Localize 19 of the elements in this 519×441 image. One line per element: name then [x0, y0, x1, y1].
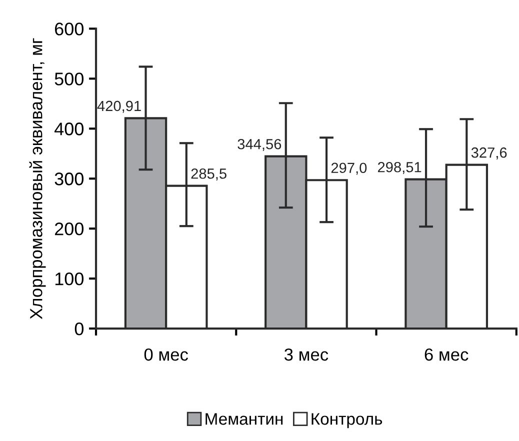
- x-tick-label: 3 мес: [284, 348, 328, 361]
- data-label: 298,51: [378, 162, 422, 174]
- data-label: 285,5: [191, 168, 226, 181]
- y-tick-label: 400: [54, 122, 84, 136]
- y-tick-label: 500: [54, 72, 84, 86]
- data-label: 420,91: [97, 100, 141, 113]
- y-tick-label: 0: [74, 322, 84, 336]
- y-tick-label: 200: [54, 222, 84, 236]
- data-label: 297,0: [331, 162, 367, 175]
- y-axis-title: Хлорпромазиновый эквивалент, мг: [29, 38, 46, 320]
- y-tick-label: 100: [55, 272, 84, 286]
- legend-label: Контроль: [312, 413, 382, 428]
- x-tick-label: 6 мес: [424, 348, 468, 361]
- x-tick-label: 0 мес: [144, 348, 188, 361]
- y-tick-label: 300: [54, 172, 84, 186]
- data-label: 327,6: [471, 147, 507, 160]
- data-label: 344,56: [238, 138, 282, 152]
- legend-label: Мемантин: [206, 413, 283, 425]
- y-tick-label: 600: [55, 22, 84, 36]
